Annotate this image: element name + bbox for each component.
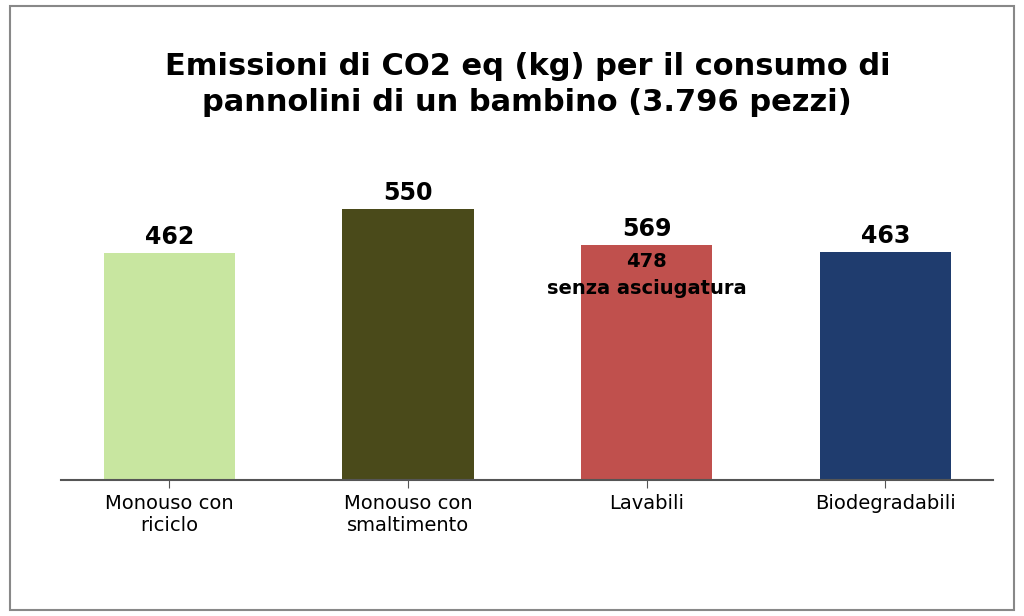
- Text: 478
senza asciugatura: 478 senza asciugatura: [547, 253, 746, 298]
- Bar: [342, 209, 474, 480]
- Bar: [103, 253, 236, 480]
- Text: 462: 462: [144, 225, 194, 249]
- Title: Emissioni di CO2 eq (kg) per il consumo di
pannolini di un bambino (3.796 pezzi): Emissioni di CO2 eq (kg) per il consumo …: [165, 52, 890, 116]
- Text: 569: 569: [622, 217, 672, 241]
- Bar: [819, 253, 951, 480]
- Bar: [581, 245, 713, 480]
- Text: 550: 550: [383, 182, 433, 206]
- Text: 463: 463: [860, 224, 910, 248]
